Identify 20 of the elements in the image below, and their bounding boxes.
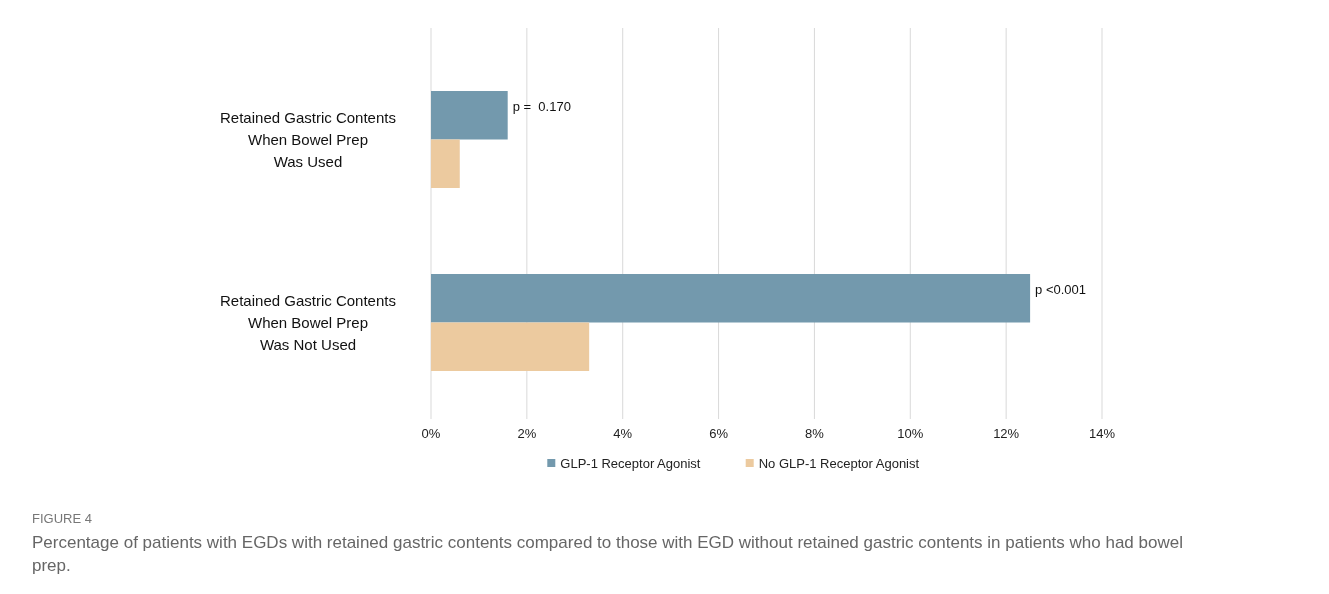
legend-label: No GLP-1 Receptor Agonist: [758, 456, 920, 471]
caption: FIGURE 4: [32, 511, 92, 526]
y-tick-label: Retained Gastric Contents When Bowel Prep Was Used: [220, 108, 396, 170]
y-tick-label: Retained Gastric Contents When Bowel Prep Was Not Used: [220, 291, 396, 353]
x-tick-label: 12%: [993, 426, 1020, 441]
x-tick-label: 0%: [421, 426, 441, 441]
bar: [431, 139, 460, 188]
bar: [431, 274, 1031, 323]
annotation: p <0.001: [1035, 282, 1087, 298]
x-tick-label: 8%: [805, 426, 825, 441]
x-tick-label: 4%: [613, 426, 633, 441]
annotation: p = 0.170: [512, 99, 571, 115]
x-tick-label: 2%: [517, 426, 537, 441]
bar: [431, 91, 508, 140]
x-tick-label: 10%: [897, 426, 924, 441]
text: Percentage of patients with EGDs with retained gastric contents compared to those with EGD without retained gastric contents in patients who had bowel prep.: [32, 533, 1183, 575]
legend-label: GLP-1 Receptor Agonist: [560, 456, 701, 471]
x-tick-label: 6%: [709, 426, 729, 441]
x-tick-label: 14%: [1088, 426, 1116, 441]
bar: [431, 322, 590, 371]
